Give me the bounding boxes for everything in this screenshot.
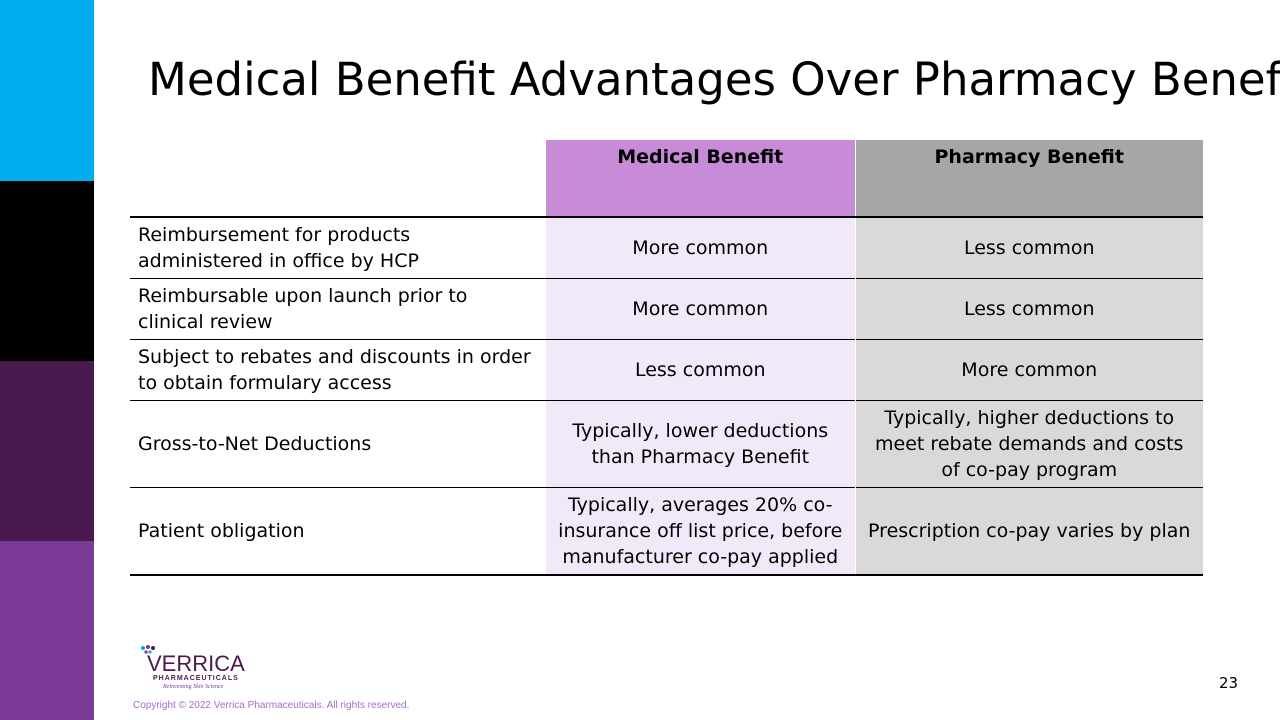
row-label: Gross-to-Net Deductions xyxy=(130,400,546,488)
table-row: Subject to rebates and discounts in orde… xyxy=(130,339,1203,401)
medical-cell: Less common xyxy=(546,339,856,401)
medical-cell: Typically, averages 20% co-insurance off… xyxy=(546,487,856,575)
pharmacy-cell: More common xyxy=(855,339,1203,401)
medical-cell: More common xyxy=(546,278,856,340)
table-row: Reimbursement for products administered … xyxy=(130,217,1203,279)
logo-subtitle: PHARMACEUTICALS xyxy=(153,675,239,682)
pharmacy-cell: Typically, higher deductions to meet reb… xyxy=(855,400,1203,488)
table-header-row: Medical Benefit Pharmacy Benefit xyxy=(130,140,1203,217)
header-medical-benefit: Medical Benefit xyxy=(546,140,856,217)
header-pharmacy-benefit: Pharmacy Benefit xyxy=(855,140,1203,217)
logo-dots-icon xyxy=(141,645,155,654)
pharmacy-cell: Less common xyxy=(855,278,1203,340)
comparison-table: Medical Benefit Pharmacy Benefit Reimbur… xyxy=(130,140,1203,576)
logo-wordmark: VERRICA xyxy=(147,651,245,676)
page-number: 23 xyxy=(1219,674,1239,692)
table-row: Gross-to-Net Deductions Typically, lower… xyxy=(130,400,1203,488)
accent-bar-dark-purple xyxy=(0,361,94,541)
verrica-logo: VERRICA PHARMACEUTICALS Reinventing Skin… xyxy=(137,645,247,693)
row-label: Patient obligation xyxy=(130,487,546,575)
row-label: Reimbursable upon launch prior to clinic… xyxy=(130,278,546,340)
pharmacy-cell: Less common xyxy=(855,217,1203,279)
accent-bar-black xyxy=(0,181,94,361)
table-row: Patient obligation Typically, averages 2… xyxy=(130,487,1203,575)
row-label: Reimbursement for products administered … xyxy=(130,217,546,279)
accent-bar-purple xyxy=(0,541,94,720)
row-label: Subject to rebates and discounts in orde… xyxy=(130,339,546,401)
pharmacy-cell: Prescription co-pay varies by plan xyxy=(855,487,1203,575)
logo-tagline: Reinventing Skin Science xyxy=(163,684,224,690)
header-blank xyxy=(130,140,546,217)
table-row: Reimbursable upon launch prior to clinic… xyxy=(130,278,1203,340)
medical-cell: Typically, lower deductions than Pharmac… xyxy=(546,400,856,488)
medical-cell: More common xyxy=(546,217,856,279)
copyright-notice: Copyright © 2022 Verrica Pharmaceuticals… xyxy=(133,700,410,711)
slide-title: Medical Benefit Advantages Over Pharmacy… xyxy=(148,53,1280,106)
accent-bar-cyan xyxy=(0,0,94,181)
